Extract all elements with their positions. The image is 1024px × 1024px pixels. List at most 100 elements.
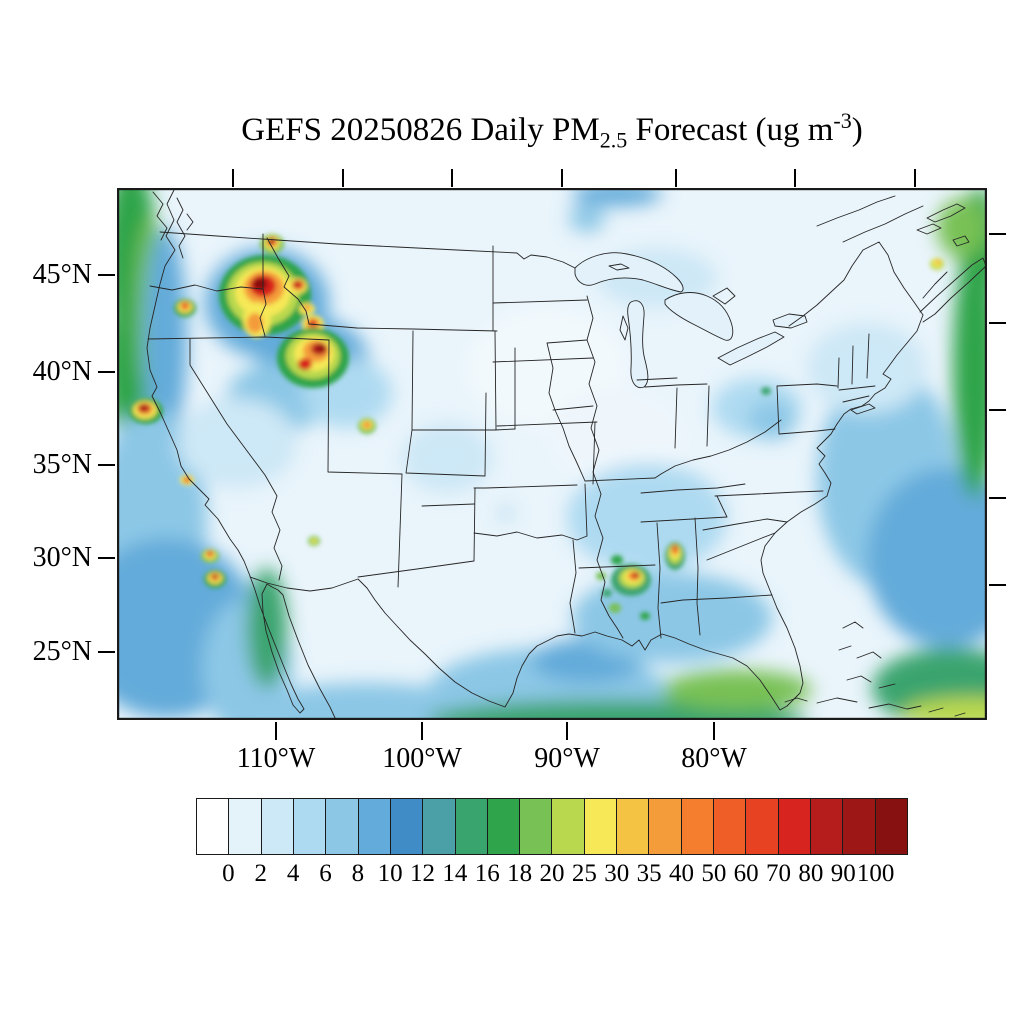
colorbar-tick-label: 30 — [604, 860, 630, 887]
lat-tick-label: 40°N — [32, 356, 92, 387]
colorbar-tick-label: 70 — [766, 860, 792, 887]
field-patch — [937, 198, 987, 258]
lat-tick — [98, 464, 115, 466]
plume-blob — [611, 555, 623, 565]
plume-blob — [311, 538, 317, 544]
lon-tick-label: 80°W — [681, 743, 747, 774]
lake-michigan — [627, 300, 649, 389]
colorbar — [196, 798, 908, 855]
colorbar-tick-label: 2 — [254, 860, 267, 887]
colorbar-cell — [714, 799, 747, 854]
state-boundaries-west — [147, 233, 516, 588]
top-tick — [675, 169, 677, 187]
atlantic-gulf-coast-and-mexico-border — [249, 314, 924, 711]
lat-tick-label: 30°N — [32, 542, 92, 573]
colorbar-tick-label: 40 — [668, 860, 694, 887]
field-patch — [572, 573, 772, 663]
lat-tick-label: 35°N — [32, 449, 92, 480]
long-island — [850, 403, 876, 415]
field-patch — [807, 323, 927, 413]
colorbar-tick-label: 16 — [474, 860, 500, 887]
colorbar-cell — [520, 799, 553, 854]
lake-superior — [574, 252, 684, 293]
plume-blob — [247, 313, 263, 333]
plume-blob — [596, 572, 606, 580]
bahamas-cuba-islands — [784, 621, 966, 717]
colorbar-cell — [843, 799, 876, 854]
field-patch — [247, 568, 287, 688]
right-tick — [989, 233, 1006, 235]
plume-blob — [673, 545, 677, 551]
lake-ontario — [772, 313, 808, 329]
top-tick — [914, 169, 916, 187]
field-patch — [402, 423, 492, 493]
field-patch — [177, 398, 297, 488]
canada-border-east — [788, 241, 924, 327]
right-tick — [989, 497, 1006, 499]
lon-tick-label: 110°W — [236, 743, 316, 774]
plume-blob — [363, 422, 371, 428]
lat-tick — [98, 557, 115, 559]
title-prefix: GEFS 20250826 Daily PM — [241, 112, 600, 148]
plume-blob — [309, 319, 317, 327]
bay-of-fundy — [922, 271, 948, 299]
colorbar-cell — [746, 799, 779, 854]
lat-tick — [98, 274, 115, 276]
colorbar-cell — [229, 799, 262, 854]
lat-tick-label: 25°N — [32, 636, 92, 667]
lon-tick — [713, 722, 715, 740]
field-patch — [748, 400, 796, 440]
plume-blob — [212, 574, 218, 580]
title-suffix: ) — [851, 112, 863, 148]
state-boundaries-plains — [357, 299, 656, 634]
title-subscript: 2.5 — [599, 127, 628, 153]
colorbar-tick-label: 10 — [377, 860, 403, 887]
colorbar-tick-label: 4 — [286, 860, 300, 887]
coastlines-and-state-boundaries — [146, 188, 987, 720]
colorbar-tick-label: 50 — [701, 860, 727, 887]
top-tick — [342, 169, 344, 187]
colorbar-cell — [649, 799, 682, 854]
lat-tick — [98, 371, 115, 373]
map-plot-area — [117, 188, 987, 720]
field-patch — [500, 508, 512, 518]
colorbar-tick-label: 25 — [571, 860, 597, 887]
lon-tick — [566, 722, 568, 740]
state-boundaries-south — [640, 483, 824, 639]
colorbar-cell — [584, 799, 618, 854]
st-lawrence-gulf — [816, 195, 970, 247]
plume-blob — [640, 612, 650, 620]
colorbar-cell — [778, 799, 811, 854]
state-boundaries-northeast — [776, 333, 876, 435]
canada-border — [159, 231, 576, 269]
green-bay — [619, 315, 629, 341]
field-patch — [662, 670, 812, 710]
colorbar-tick-label: 100 — [856, 860, 895, 887]
colorbar-cell — [455, 799, 488, 854]
lake-huron — [664, 292, 734, 341]
right-tick — [989, 322, 1006, 324]
colorbar-tick-label: 20 — [539, 860, 565, 887]
colorbar-tick-label: 12 — [410, 860, 436, 887]
colorbar-cell — [681, 799, 714, 854]
colorbar-tick-label: 14 — [442, 860, 468, 887]
colorbar-tick-label: 80 — [798, 860, 824, 887]
colorbar-cell — [487, 799, 521, 854]
plume-blob — [632, 572, 640, 578]
field-patch — [902, 697, 987, 720]
pm25-heatmap — [117, 188, 987, 720]
colorbar-cell — [423, 799, 456, 854]
colorbar-tick-label: 0 — [222, 860, 235, 887]
lon-tick — [421, 722, 423, 740]
field-patch — [247, 683, 487, 720]
top-tick — [561, 169, 563, 187]
field-patch — [567, 463, 727, 573]
plume-blob — [182, 304, 188, 308]
chart-title: GEFS 20250826 Daily PM2.5 Forecast (ug m… — [77, 108, 1024, 154]
top-tick — [451, 169, 453, 187]
field-patch — [572, 188, 662, 206]
georgian-bay — [712, 287, 736, 305]
colorbar-cell — [390, 799, 424, 854]
field-patch — [547, 388, 687, 488]
